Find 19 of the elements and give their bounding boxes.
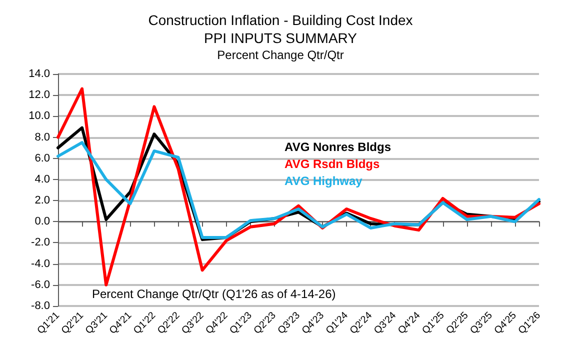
text: AVG Highway	[284, 174, 363, 188]
y-tick-label: 10.0	[28, 110, 50, 122]
y-tick-label: -8.0	[31, 300, 50, 312]
y-tick-label: -4.0	[31, 258, 50, 270]
line-series	[56, 141, 540, 239]
y-tick-label: 14.0	[28, 68, 50, 80]
y-tick-label: 12.0	[28, 89, 50, 102]
y-tick-label: -2.0	[31, 236, 50, 249]
chart-subtitle: Percent Change Qtr/Qtr	[217, 48, 344, 62]
y-tick-label: 8.0	[34, 131, 50, 144]
text: AVG Rsdn Bldgs	[284, 157, 380, 171]
y-tick-label: 0.0	[34, 216, 50, 228]
text: AVG Nonres Bldgs	[284, 140, 392, 154]
y-tick-label: 2.0	[34, 194, 50, 207]
y-tick-label: 6.0	[34, 152, 50, 164]
y-tick-label: 4.0	[34, 173, 50, 186]
chart-title: Construction Inflation - Building Cost Index PPI INPUTS SUMMARY	[148, 12, 413, 46]
y-tick-label: -6.0	[31, 278, 50, 291]
annotation: Percent Change Qtr/Qtr (Q1'26 as of 4-14-26)	[92, 287, 336, 301]
